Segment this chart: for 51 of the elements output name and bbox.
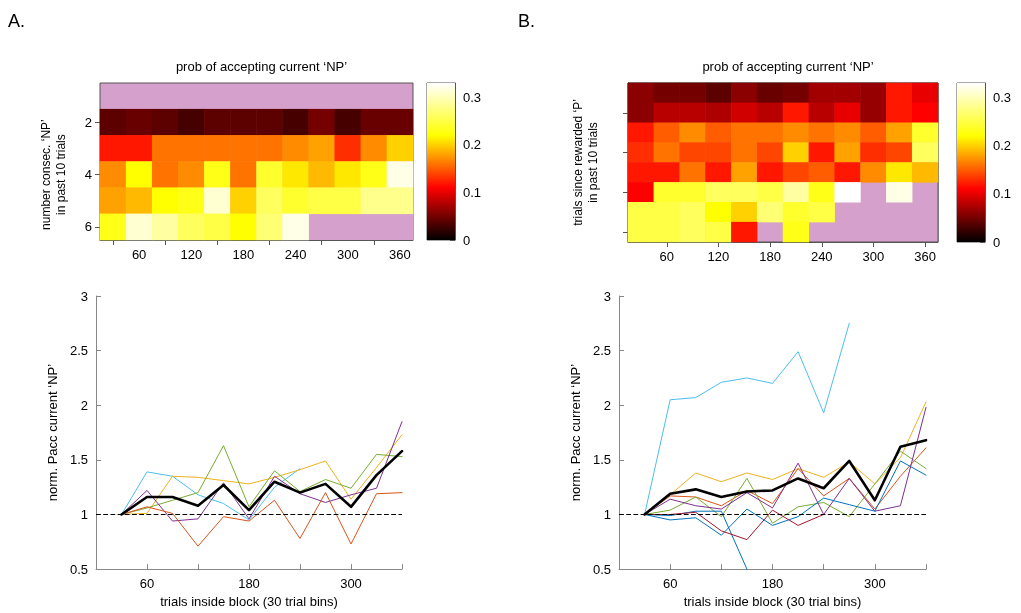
- text: A.: [8, 11, 26, 31]
- y-axis-title: norm. Pacc current ‘NP’: [568, 363, 584, 502]
- y-tick-label: 1: [80, 506, 88, 522]
- x-axis-title: trials inside block (30 trial bins): [683, 594, 862, 609]
- color-bar-label: 0.1: [463, 184, 482, 200]
- y-tick-label: 0.5: [69, 561, 88, 577]
- text: B.: [518, 11, 536, 31]
- color-bar-label: 0.1: [993, 186, 1012, 202]
- x-tick-label: 60: [131, 247, 147, 262]
- color-bar-label: 0.2: [993, 138, 1012, 154]
- color-bar-label: 0.3: [463, 89, 482, 105]
- y-tick-label: 0.5: [592, 561, 611, 577]
- x-tick-label: 300: [862, 249, 885, 264]
- x-tick-label: 60: [659, 249, 674, 264]
- y-tick-label: 2: [84, 114, 92, 130]
- y-tick-label: 3: [80, 288, 88, 304]
- y-tick-label: 3: [603, 288, 611, 304]
- y-tick-label: 2.5: [69, 343, 88, 359]
- x-tick-label: 360: [389, 247, 411, 262]
- y-tick-label: 2: [80, 397, 88, 413]
- color-bar-label: 0.3: [993, 89, 1012, 105]
- color-bar-label: 0.2: [463, 137, 482, 153]
- color-bar-label: 0: [993, 234, 1001, 250]
- x-tick-label: 60: [662, 576, 678, 592]
- x-tick-label: 180: [238, 576, 260, 592]
- y-axis-title: number consec. ‘NP’ in past 10 trials: [38, 119, 68, 230]
- y-tick-label: 2.5: [592, 343, 611, 359]
- y-tick-label: 2: [603, 397, 611, 413]
- x-tick-label: 180: [761, 576, 784, 592]
- x-tick-label: 300: [863, 576, 886, 592]
- chart-title: prob of accepting current ‘NP’: [175, 59, 348, 74]
- x-tick-label: 300: [340, 576, 362, 592]
- y-tick-label: 6: [84, 219, 92, 235]
- y-tick-label: 1.5: [69, 452, 88, 468]
- x-axis-title: trials inside block (30 trial bins): [160, 594, 338, 609]
- x-tick-label: 120: [180, 247, 203, 262]
- y-axis-title: trials since rewarded ‘P’ in past 10 trials: [570, 99, 600, 226]
- x-tick-label: 240: [810, 249, 833, 264]
- chart-title: prob of accepting current ‘NP’: [702, 59, 874, 74]
- x-tick-label: 240: [284, 247, 307, 262]
- y-tick-label: 1: [603, 506, 611, 522]
- y-tick-label: 4: [84, 167, 92, 183]
- x-tick-label: 360: [914, 249, 936, 264]
- x-tick-label: 120: [707, 249, 730, 264]
- x-tick-label: 60: [139, 576, 155, 592]
- color-bar-label: 0: [463, 232, 471, 248]
- y-axis-title: norm. Pacc current ‘NP’: [45, 363, 61, 502]
- x-tick-label: 180: [759, 249, 781, 264]
- x-tick-label: 180: [232, 247, 255, 262]
- x-tick-label: 300: [336, 247, 359, 262]
- y-tick-label: 1.5: [592, 452, 611, 468]
